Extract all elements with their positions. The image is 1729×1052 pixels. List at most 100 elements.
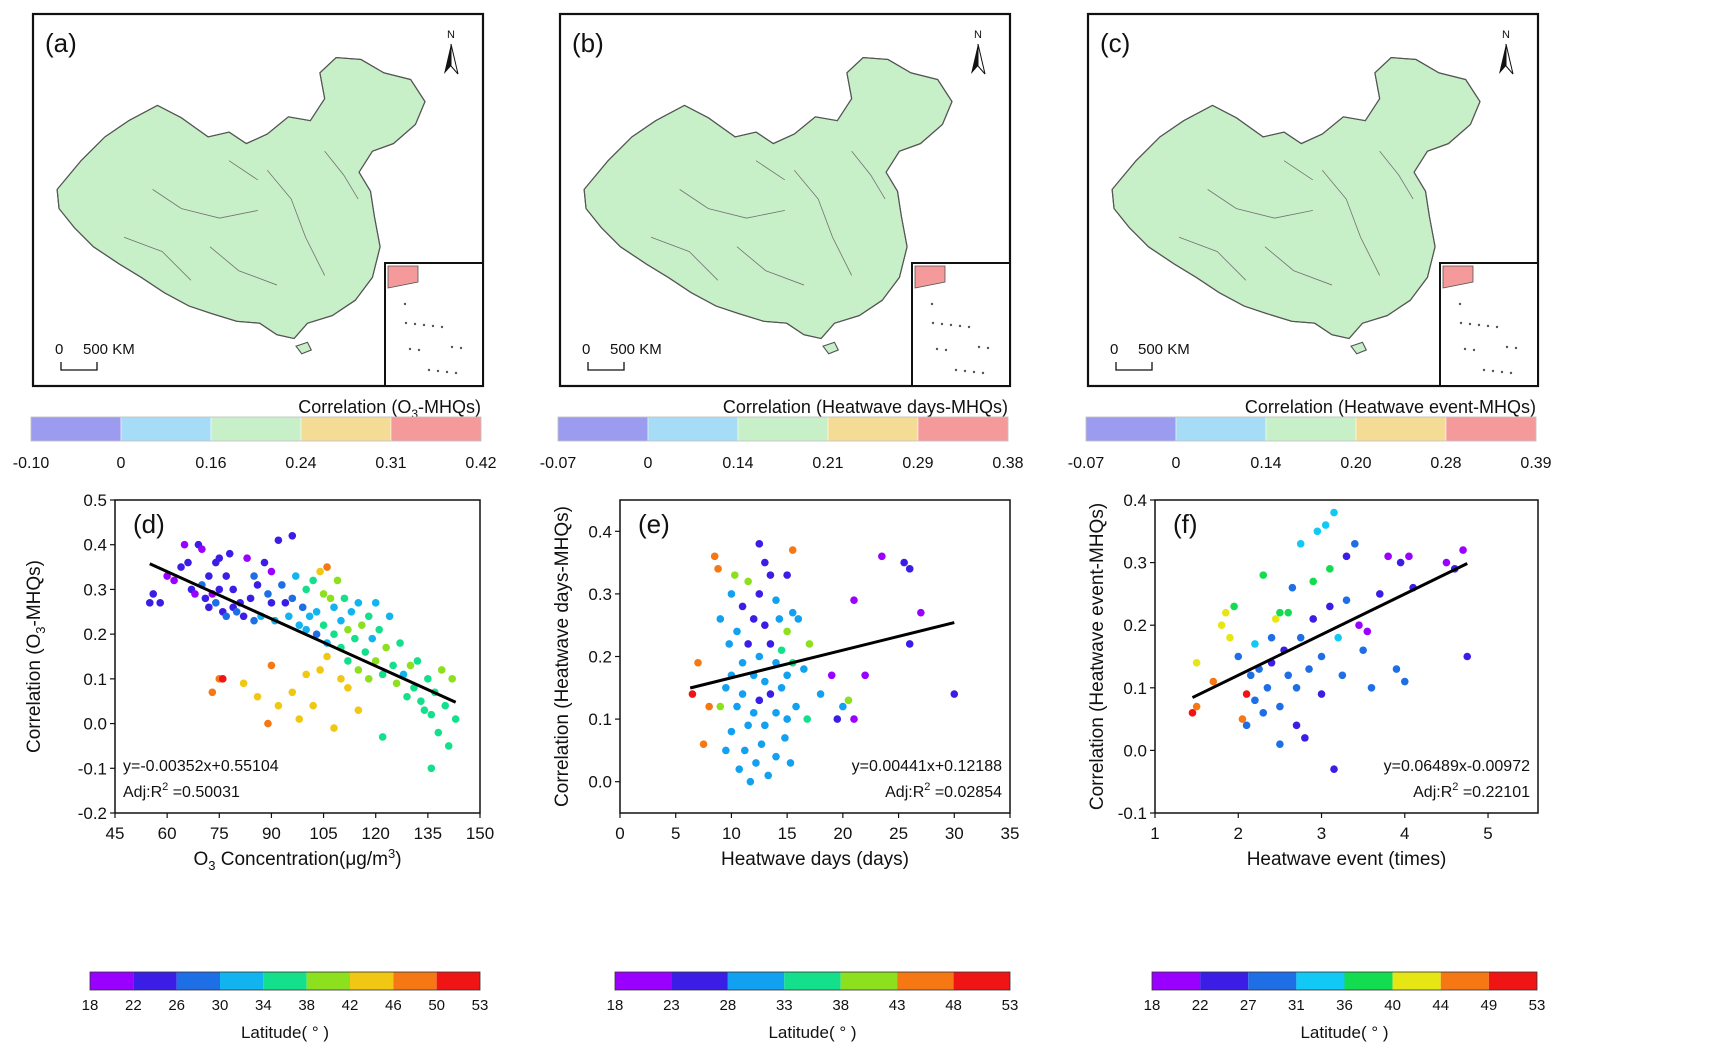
data-point [1326, 565, 1334, 573]
latitude-tick: 44 [1432, 997, 1449, 1014]
data-point [302, 670, 310, 679]
north-arrow-icon [971, 43, 986, 75]
data-point [1259, 709, 1268, 717]
data-point [215, 554, 224, 562]
inset-island [958, 324, 962, 328]
x-axis-label: O3 Concentration(μg/m3) [193, 846, 401, 873]
y-axis-label: Correlation (Heatwave event-MHQs) [1087, 503, 1108, 810]
data-point [1288, 583, 1297, 592]
colorbar-tick: 0.24 [285, 455, 316, 472]
colorbar-tick: -0.07 [1068, 455, 1105, 472]
colorbar-tick: -0.07 [540, 455, 577, 472]
data-point [1334, 633, 1342, 642]
data-point [319, 621, 328, 629]
inset-island [450, 345, 454, 349]
y-axis-label: Correlation (O3-MHQs) [24, 560, 48, 753]
latitude-colorbar-frame [89, 971, 481, 991]
colorbar-class [557, 416, 649, 442]
data-point [781, 734, 789, 742]
y-tick-label: 0.4 [83, 536, 107, 555]
latitude-colorbar-segment [350, 972, 394, 990]
plot-frame [114, 499, 481, 814]
latitude-colorbar-segment [133, 972, 177, 990]
data-point [312, 607, 321, 616]
inset-island [986, 346, 990, 350]
data-point [316, 666, 324, 674]
data-point [1296, 633, 1305, 642]
regression-equation: y=0.00441x+0.12188 [852, 758, 1002, 775]
data-point [354, 599, 363, 607]
scatter-panel-f: 1 2 3 4 5 -0.1 0.0 0.1 0.2 0.3 0.4 Heatwave event (… [1087, 491, 1545, 1042]
regression-line [149, 562, 457, 704]
latitude-colorbar-title: Latitude( ° ) [768, 1023, 856, 1042]
y-tick-label: -0.1 [1118, 804, 1147, 823]
data-points [1188, 508, 1472, 773]
data-point [392, 679, 401, 688]
latitude-tick: 50 [428, 997, 445, 1014]
data-point [378, 670, 387, 679]
inset-island [431, 324, 435, 328]
x-tick-label: 20 [833, 824, 852, 843]
x-tick-label: 25 [889, 824, 908, 843]
y-tick-label: 0.5 [83, 491, 107, 510]
latitude-colorbar-segment [393, 972, 437, 990]
x-tick-label: 5 [671, 824, 680, 843]
data-point [761, 621, 769, 629]
data-point [1276, 740, 1284, 748]
data-point [733, 627, 741, 636]
latitude-tick: 18 [1144, 997, 1161, 1014]
latitude-colorbar-segment [436, 972, 480, 990]
data-point [267, 599, 276, 607]
data-points [688, 540, 959, 786]
data-point [229, 585, 237, 594]
inset-island [413, 322, 417, 326]
data-point [1359, 646, 1367, 655]
data-point [1309, 577, 1317, 586]
data-point [344, 657, 352, 665]
data-point [722, 684, 730, 692]
data-point [1351, 540, 1359, 548]
data-point [218, 675, 227, 683]
data-point [246, 594, 255, 603]
data-point [323, 563, 331, 571]
data-point [298, 603, 307, 612]
inset-island [422, 323, 426, 327]
data-point [1251, 696, 1259, 705]
data-point [156, 599, 164, 607]
data-point [340, 594, 349, 603]
x-tick-label: 105 [309, 824, 337, 843]
inset-island [1477, 323, 1481, 327]
data-point [201, 594, 210, 603]
data-point [1192, 702, 1201, 711]
x-tick-label: 35 [1001, 824, 1020, 843]
data-point [368, 634, 377, 643]
inset-island [944, 348, 948, 352]
data-point [757, 740, 766, 748]
data-point [1271, 615, 1280, 623]
latitude-tick: 34 [255, 997, 272, 1014]
data-point [1292, 684, 1301, 692]
latitude-colorbar-segment [727, 972, 785, 990]
data-point [212, 599, 220, 607]
latitude-colorbar-title: Latitude( ° ) [1300, 1023, 1388, 1042]
data-point [222, 612, 231, 621]
data-point [1192, 658, 1201, 667]
scale-label: 500 KM [1138, 341, 1190, 358]
data-point [744, 577, 752, 586]
inset-island [1463, 347, 1467, 351]
data-point [730, 571, 739, 579]
colorbar-tick: 0 [1172, 455, 1181, 472]
data-point [1309, 615, 1317, 623]
latitude-colorbar-segment [1392, 972, 1441, 990]
data-point [738, 690, 747, 698]
inset-island [1458, 302, 1462, 306]
inset-island [949, 323, 953, 327]
inset-island [436, 369, 440, 373]
latitude-colorbar-segment [220, 972, 264, 990]
y-tick-label: 0.3 [588, 585, 612, 604]
colorbar-class [1175, 416, 1267, 442]
data-point [330, 630, 338, 638]
panel-label: (a) [45, 28, 77, 58]
data-point [1259, 571, 1268, 579]
